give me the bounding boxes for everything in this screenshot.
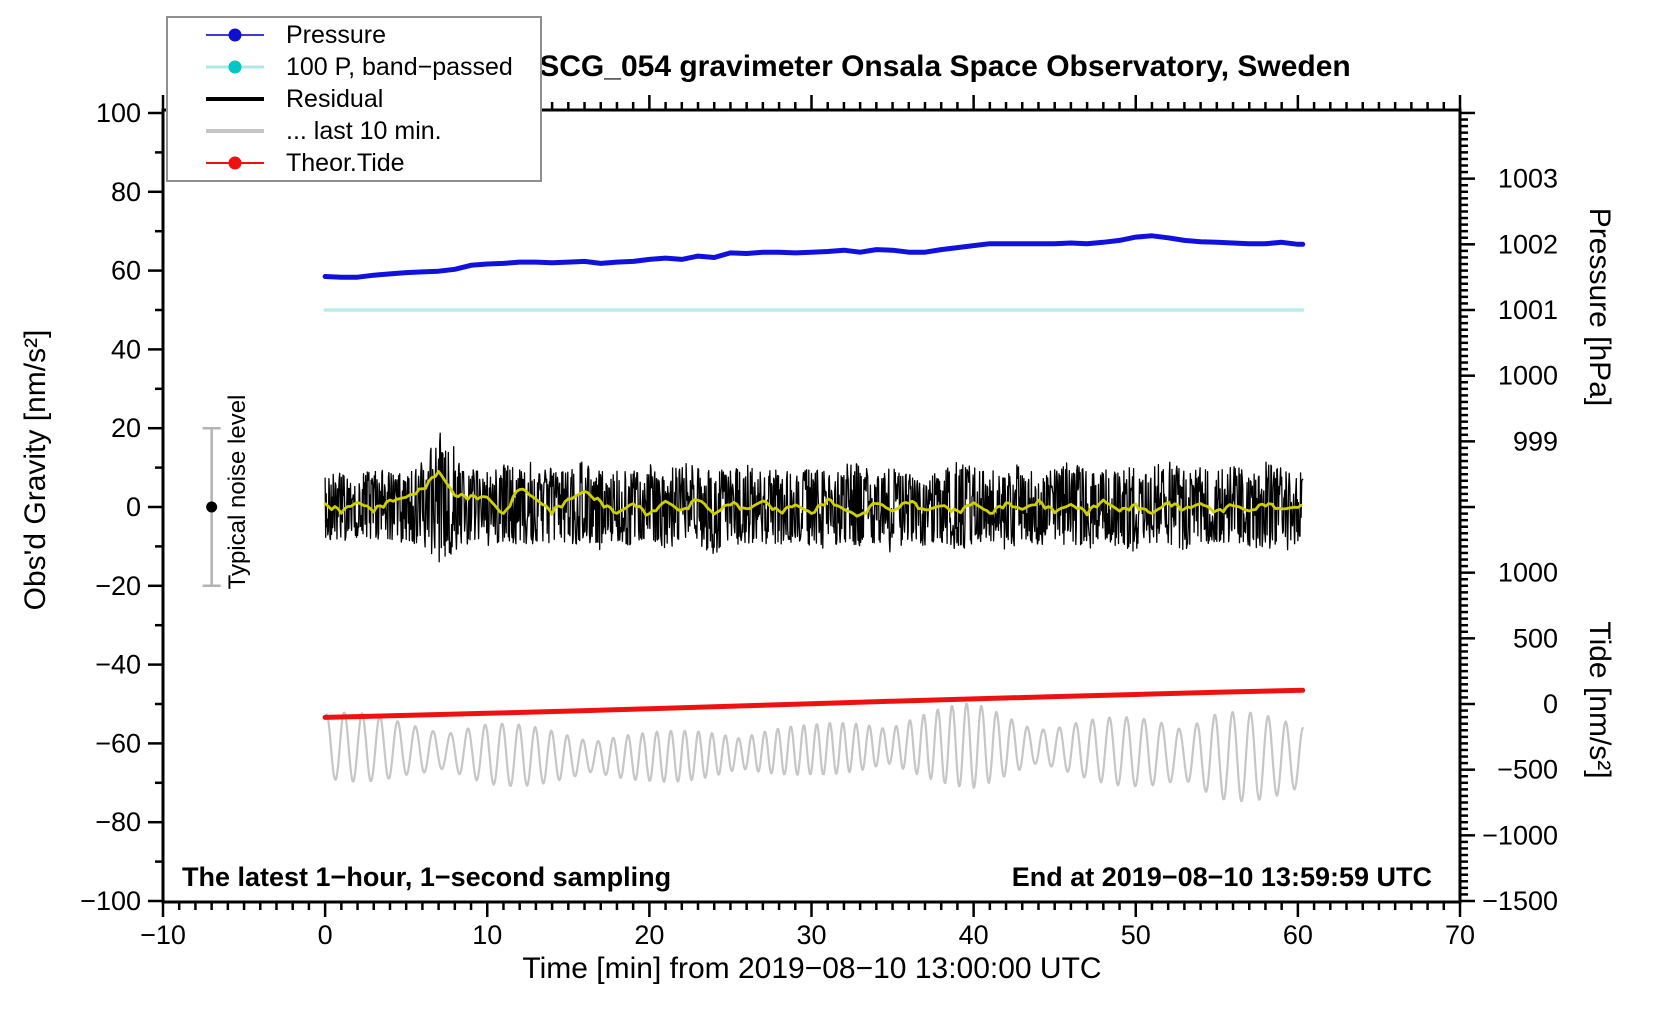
gravity-tick-label: 80 bbox=[111, 177, 141, 207]
noise-level-errorbar bbox=[202, 426, 221, 588]
pressure-tick-label: 1001 bbox=[1498, 295, 1558, 325]
chart-title: SCG_054 gravimeter Onsala Space Observat… bbox=[539, 50, 1351, 83]
pressure-series bbox=[322, 233, 1306, 280]
legend: Pressure 100 P, band−passed Residual ...… bbox=[166, 16, 542, 182]
tide-tick-label: −1500 bbox=[1482, 886, 1558, 916]
x-tick-label: −10 bbox=[140, 920, 186, 950]
gravity-tick-label: −60 bbox=[95, 728, 141, 758]
tide-tick-label: 1000 bbox=[1498, 558, 1558, 588]
pressure-tick-label: 999 bbox=[1513, 426, 1558, 456]
legend-label-residual: Residual bbox=[286, 84, 384, 113]
residual-smooth-series bbox=[323, 470, 1303, 518]
gravity-tick-label: 0 bbox=[126, 492, 141, 522]
pressure-tick-label: 1003 bbox=[1498, 164, 1558, 194]
x-tick-label: 0 bbox=[318, 920, 333, 950]
x-tick-label: 20 bbox=[634, 920, 664, 950]
legend-item-theor-tide: Theor.Tide bbox=[168, 148, 540, 178]
x-tick-label: 70 bbox=[1445, 920, 1475, 950]
legend-label-band-passed: 100 P, band−passed bbox=[286, 52, 513, 81]
band-passed-line-swatch bbox=[206, 59, 264, 75]
pressure-tick-label: 1002 bbox=[1498, 229, 1558, 259]
legend-item-residual: Residual bbox=[168, 84, 540, 114]
tide-tick-label: 0 bbox=[1543, 689, 1558, 719]
x-tick-label: 30 bbox=[796, 920, 826, 950]
sampling-note: The latest 1−hour, 1−second sampling bbox=[182, 862, 672, 892]
tide-tick-label: −1000 bbox=[1482, 820, 1558, 850]
plot-frame bbox=[161, 108, 1462, 904]
legend-item-last10: ... last 10 min. bbox=[168, 116, 540, 146]
gravity-tick-label: 100 bbox=[96, 98, 141, 128]
last10-line-swatch bbox=[206, 123, 264, 139]
x-tick-label: 10 bbox=[472, 920, 502, 950]
y-axis-label-pressure: Pressure [hPa] bbox=[1583, 207, 1616, 407]
x-tick-label: 60 bbox=[1283, 920, 1313, 950]
gravity-tick-label: 20 bbox=[111, 413, 141, 443]
gravity-tick-label: 60 bbox=[111, 256, 141, 286]
noise-level-dot bbox=[206, 501, 218, 513]
residual-series bbox=[324, 432, 1304, 563]
end-time-note: End at 2019−08−10 13:59:59 UTC bbox=[1011, 862, 1432, 892]
x-axis-label: Time [min] from 2019−08−10 13:00:00 UTC bbox=[522, 952, 1102, 985]
pressure-line-swatch bbox=[206, 27, 264, 43]
data-series bbox=[322, 233, 1306, 803]
legend-item-band-passed: 100 P, band−passed bbox=[168, 52, 540, 82]
y-axis-label-tide: Tide [nm/s²] bbox=[1583, 621, 1616, 779]
tide-tick-label: −500 bbox=[1497, 755, 1558, 785]
noise-level-annotation: Typical noise level bbox=[224, 394, 251, 590]
x-tick-label: 40 bbox=[959, 920, 989, 950]
y-axis-label-gravity: Obs'd Gravity [nm/s²] bbox=[19, 329, 52, 611]
gravity-tick-label: −20 bbox=[95, 571, 141, 601]
gravity-tick-label: 40 bbox=[111, 334, 141, 364]
legend-label-pressure: Pressure bbox=[286, 20, 387, 49]
legend-item-pressure: Pressure bbox=[168, 20, 540, 50]
gravity-tick-label: −80 bbox=[95, 807, 141, 837]
residual-line-swatch bbox=[206, 91, 264, 107]
last10-series bbox=[324, 702, 1304, 803]
pressure-tick-label: 1000 bbox=[1498, 361, 1558, 391]
theor-tide-series bbox=[322, 687, 1306, 720]
gravity-tick-label: −40 bbox=[95, 650, 141, 680]
x-tick-label: 50 bbox=[1121, 920, 1151, 950]
gravity-tick-label: −100 bbox=[80, 886, 141, 916]
tide-tick-label: 500 bbox=[1513, 623, 1558, 653]
theor-tide-line-swatch bbox=[206, 155, 264, 171]
legend-label-theor-tide: Theor.Tide bbox=[286, 148, 405, 177]
legend-label-last10: ... last 10 min. bbox=[286, 116, 442, 145]
